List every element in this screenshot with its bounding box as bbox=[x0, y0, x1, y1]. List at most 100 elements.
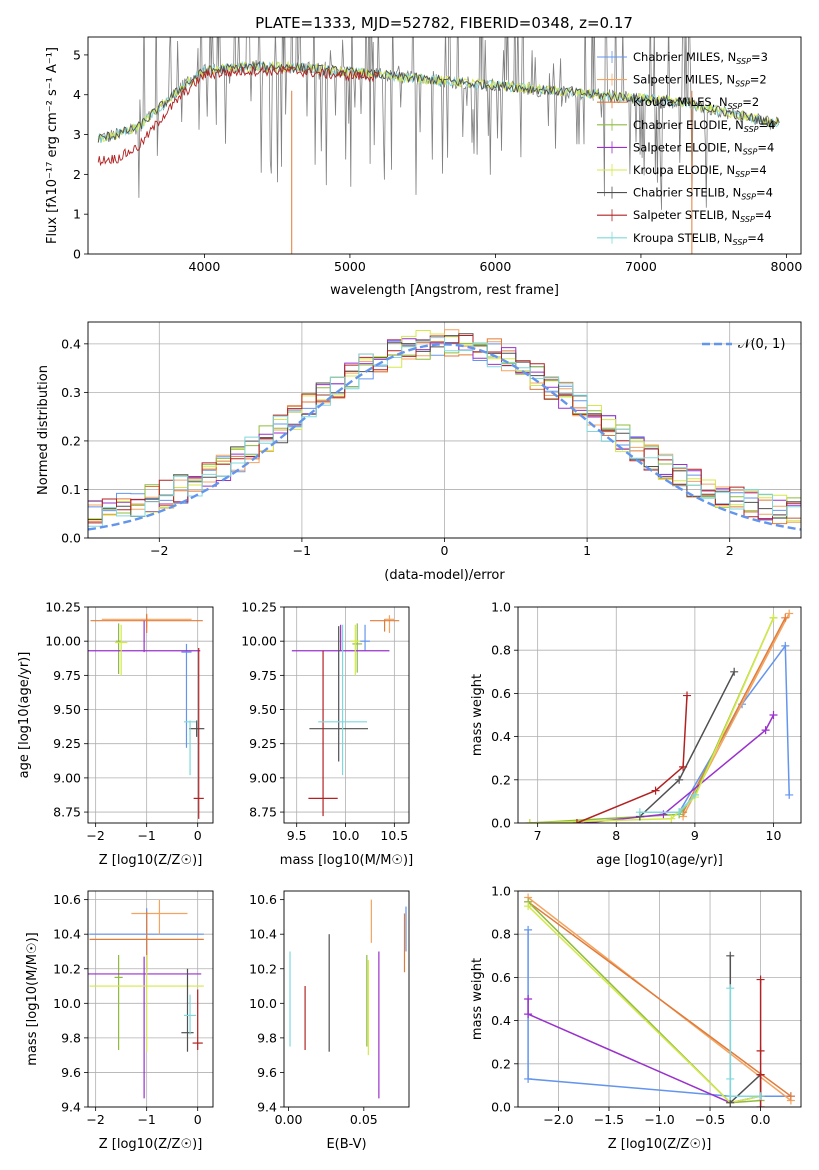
weight-point bbox=[726, 1074, 735, 1083]
y-tick-label: 1 bbox=[73, 207, 81, 222]
panel-age-vs-mass: 9.5 10.0 10.5 8.75 9.00 9.25 9.50 9.75 10.00 10.2… bbox=[241, 600, 413, 869]
weight-point bbox=[730, 667, 739, 676]
y-tick-label: 0.2 bbox=[491, 772, 511, 787]
y-tick-label: 9.75 bbox=[53, 668, 81, 683]
panel-spectrum: 4000 5000 6000 7000 8000 0 1 2 3 4 5 Chabrier MILES… bbox=[45, 36, 803, 298]
y-tick-label: 0.2 bbox=[61, 433, 81, 448]
weight-series-line bbox=[584, 714, 775, 823]
plot-area-weight-vs-Z bbox=[524, 893, 795, 1107]
plot-area-age-vs-mass bbox=[291, 615, 400, 817]
y-tick-label: 10.4 bbox=[249, 927, 277, 942]
legend-entry: Salpeter MILES, NSSP=2 bbox=[633, 73, 767, 89]
weight-point bbox=[781, 613, 790, 622]
weight-point bbox=[679, 762, 688, 771]
x-tick-label: −1.5 bbox=[594, 1112, 624, 1127]
y-tick-label: 9.00 bbox=[249, 770, 277, 785]
x-tick-label: 4000 bbox=[189, 259, 221, 274]
x-tick-label: 0.0 bbox=[751, 1112, 771, 1127]
weight-point bbox=[572, 819, 581, 823]
gaussian-curve bbox=[88, 343, 801, 531]
x-tick-label: 5000 bbox=[334, 259, 366, 274]
x-tick-label: 8000 bbox=[771, 259, 803, 274]
x-tick-label: −0.5 bbox=[695, 1112, 725, 1127]
y-tick-label: 10.25 bbox=[241, 600, 277, 615]
x-tick-label: 10.0 bbox=[332, 828, 360, 843]
y-tick-label: 9.50 bbox=[249, 702, 277, 717]
weight-point bbox=[756, 1046, 765, 1055]
plot-area-mass-vs-Z bbox=[88, 899, 204, 1099]
weight-point bbox=[524, 995, 533, 1003]
x-tick-label: −1 bbox=[137, 1112, 155, 1127]
plot-area-residuals bbox=[88, 329, 801, 531]
panel-age-vs-Z: −2 −1 0 8.75 9.00 9.25 9.50 9.75 10.00 10.25 Z [lo… bbox=[17, 600, 214, 868]
x-tick-label: −1 bbox=[137, 828, 155, 843]
y-tick-label: 0.8 bbox=[491, 927, 511, 942]
axes-frame bbox=[87, 36, 802, 255]
weight-point bbox=[525, 819, 534, 823]
y-tick-label: 9.8 bbox=[257, 1030, 277, 1045]
x-tick-label: −2 bbox=[86, 1112, 104, 1127]
plot-area-age-vs-Z bbox=[88, 613, 205, 819]
axes-frame bbox=[517, 890, 802, 1108]
weight-point bbox=[756, 975, 765, 984]
plot-area-mass-vs-ebv bbox=[289, 899, 407, 1099]
x-axis-label: (data-model)/error bbox=[384, 568, 505, 583]
x-axis-label: Z [log10(Z/Z☉)] bbox=[99, 1137, 203, 1152]
weight-point bbox=[675, 808, 684, 817]
spectrum-model-line bbox=[97, 64, 380, 167]
y-tick-label: 9.8 bbox=[61, 1030, 81, 1045]
x-tick-label: 1 bbox=[583, 543, 591, 558]
y-tick-label: 3 bbox=[73, 127, 81, 142]
panel-weight-vs-Z: −2.0 −1.5 −1.0 −0.5 0.0 0.0 0.2 0.4 0.6 0.8 1.0 Z [… bbox=[470, 884, 802, 1152]
y-tick-label: 0.4 bbox=[61, 336, 81, 351]
plot-area-weight-vs-age bbox=[525, 609, 794, 823]
y-tick-label: 10.4 bbox=[53, 927, 81, 942]
y-tick-label: 0.4 bbox=[491, 729, 511, 744]
x-tick-label: 7000 bbox=[625, 259, 657, 274]
y-tick-label: 0.6 bbox=[491, 970, 511, 985]
y-axis-label: Flux [fλ10⁻¹⁷ erg cm⁻² s⁻¹ A⁻¹] bbox=[45, 47, 60, 244]
y-tick-label: 0.3 bbox=[61, 385, 81, 400]
weight-series-line bbox=[729, 955, 762, 1105]
panel-weight-vs-age: 7 8 9 10 0.0 0.2 0.4 0.6 0.8 1.0 age [log10(age/yr… bbox=[470, 600, 802, 868]
y-tick-label: 9.4 bbox=[257, 1100, 277, 1115]
x-tick-label: 8 bbox=[612, 828, 620, 843]
y-tick-label: 0 bbox=[73, 247, 81, 262]
x-axis-label: mass [log10(M/M☉)] bbox=[280, 853, 413, 868]
y-tick-label: 1.0 bbox=[491, 600, 511, 615]
y-tick-label: 10.6 bbox=[53, 892, 81, 907]
x-tick-label: 0 bbox=[441, 543, 449, 558]
y-tick-label: 9.75 bbox=[249, 668, 277, 683]
x-tick-label: 6000 bbox=[480, 259, 512, 274]
weight-point bbox=[769, 711, 778, 719]
weight-point bbox=[683, 691, 692, 700]
weight-point bbox=[756, 1070, 765, 1079]
y-axis-label: age [log10(age/yr)] bbox=[17, 652, 32, 779]
y-tick-label: 0.6 bbox=[491, 686, 511, 701]
weight-point bbox=[690, 790, 699, 799]
histogram-series bbox=[88, 330, 801, 522]
y-tick-label: 0.1 bbox=[61, 482, 81, 497]
panel-mass-vs-Z: −2 −1 0 9.4 9.6 9.8 10.0 10.2 10.4 10.6 Z [log10(Z… bbox=[25, 890, 214, 1152]
x-axis-label: E(B-V) bbox=[326, 1137, 366, 1152]
y-tick-label: 9.25 bbox=[53, 736, 81, 751]
y-tick-label: 10.00 bbox=[45, 634, 81, 649]
y-tick-label: 9.4 bbox=[61, 1100, 81, 1115]
y-axis-label: Normed distribution bbox=[36, 365, 51, 495]
weight-point bbox=[524, 925, 533, 934]
weight-point bbox=[726, 984, 735, 993]
x-axis-label: Z [log10(Z/Z☉)] bbox=[608, 1137, 712, 1152]
x-tick-label: 9 bbox=[691, 828, 699, 843]
weight-point bbox=[756, 1103, 765, 1107]
weight-point bbox=[726, 951, 735, 960]
weight-point bbox=[524, 1074, 533, 1083]
y-tick-label: 0.8 bbox=[491, 643, 511, 658]
axes-frame bbox=[283, 606, 410, 824]
legend-entry: Salpeter ELODIE, NSSP=4 bbox=[633, 140, 774, 156]
x-axis-label: wavelength [Angstrom, rest frame] bbox=[330, 283, 559, 298]
panel-mass-vs-ebv: 0.00 0.05 9.4 9.6 9.8 10.0 10.2 10.4 10.6 E(B-V) bbox=[249, 890, 410, 1152]
y-tick-label: 9.00 bbox=[53, 770, 81, 785]
x-tick-label: 0.05 bbox=[350, 1112, 378, 1127]
